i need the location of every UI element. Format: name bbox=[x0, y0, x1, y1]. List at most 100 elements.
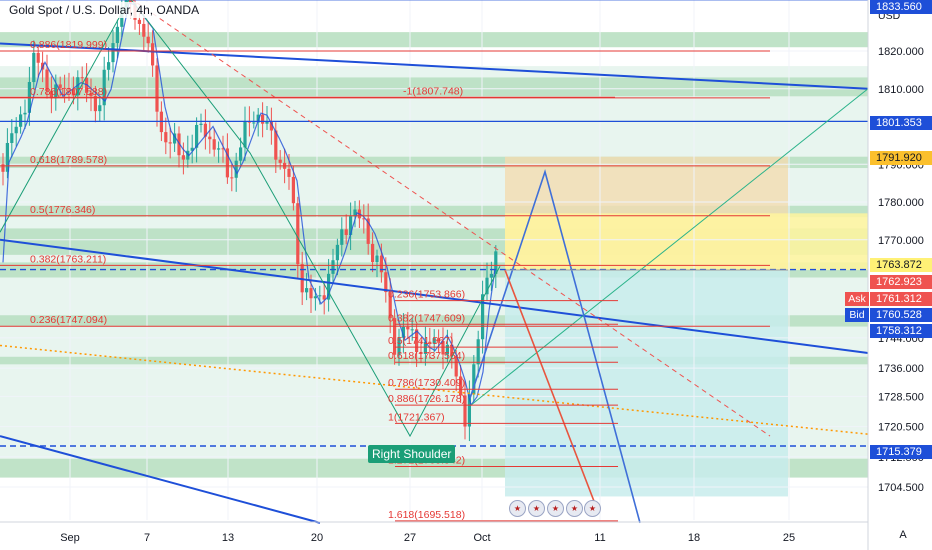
candle-body bbox=[335, 244, 339, 261]
fib-level-label: 0.786(1730.409) bbox=[388, 377, 465, 389]
candle-body bbox=[349, 216, 353, 236]
candle-body bbox=[410, 329, 414, 331]
x-tick-label: 27 bbox=[404, 532, 416, 544]
fib-level-label: 1.618(1695.518) bbox=[388, 509, 465, 521]
x-tick-label: 11 bbox=[594, 532, 605, 544]
candle-body bbox=[23, 112, 27, 115]
candle-body bbox=[322, 295, 326, 300]
candle-body bbox=[371, 243, 375, 263]
candle-body bbox=[221, 148, 225, 150]
us-flag-icon[interactable]: ★ bbox=[547, 500, 564, 517]
candle-body bbox=[318, 295, 322, 297]
candle-body bbox=[151, 43, 155, 66]
candle-body bbox=[93, 96, 97, 112]
lower-trendline bbox=[0, 435, 321, 524]
candle-body bbox=[98, 105, 102, 112]
candle-body bbox=[239, 147, 243, 161]
fib-level-label: 0.786(1807.588) bbox=[30, 86, 107, 98]
price-label-low-line: 1758.312 bbox=[870, 324, 932, 338]
candle-body bbox=[217, 148, 221, 150]
candle-body bbox=[107, 62, 111, 70]
candle-body bbox=[63, 87, 67, 89]
candle-body bbox=[58, 84, 62, 88]
candle-body bbox=[274, 130, 278, 160]
candle-body bbox=[102, 69, 106, 106]
fib-level-label: 1(1721.367) bbox=[388, 411, 445, 423]
y-tick-label: 1728.500 bbox=[878, 391, 924, 403]
candle-body bbox=[384, 272, 388, 293]
fib-level-label: -1(1807.748) bbox=[403, 85, 463, 97]
x-tick-label: 13 bbox=[222, 532, 234, 544]
target-zone-yellow bbox=[505, 213, 868, 270]
fib-level-label: 0.382(1747.609) bbox=[388, 312, 465, 324]
candle-body bbox=[146, 36, 150, 44]
candle-body bbox=[340, 229, 344, 245]
candle-body bbox=[265, 121, 269, 124]
candle-body bbox=[463, 395, 467, 427]
candle-body bbox=[489, 273, 493, 278]
candle-body bbox=[10, 133, 14, 143]
y-tick-label: 1810.000 bbox=[878, 84, 924, 96]
red-dashed-trendline bbox=[131, 0, 771, 437]
fib-level-label: 0.236(1753.866) bbox=[388, 289, 465, 301]
candle-body bbox=[85, 77, 89, 93]
us-flag-icon[interactable]: ★ bbox=[584, 500, 601, 517]
price-label-target: 1791.920 bbox=[870, 151, 932, 165]
candle-body bbox=[137, 19, 141, 24]
candle-body bbox=[261, 114, 265, 124]
candle-body bbox=[129, 0, 133, 4]
fib-level-label: 0.618(1737.564) bbox=[388, 350, 465, 362]
us-flag-icon[interactable]: ★ bbox=[528, 500, 545, 517]
candle-body bbox=[445, 344, 449, 355]
neckline-trendline bbox=[0, 238, 869, 354]
candle-body bbox=[419, 351, 423, 354]
candle-body bbox=[181, 155, 185, 160]
candle-body bbox=[472, 364, 476, 395]
candle-body bbox=[54, 84, 58, 99]
us-flag-icon[interactable]: ★ bbox=[566, 500, 583, 517]
chart-title: Gold Spot / U.S. Dollar, 4h, OANDA bbox=[6, 2, 203, 18]
right-shoulder-label[interactable]: Right Shoulder bbox=[368, 445, 456, 463]
candle-body bbox=[296, 203, 300, 265]
candle-body bbox=[89, 92, 93, 97]
us-flag-icon[interactable]: ★ bbox=[509, 500, 526, 517]
candle-body bbox=[481, 294, 485, 340]
candle-body bbox=[14, 126, 18, 134]
y-tick-label: 1770.000 bbox=[878, 235, 924, 247]
moving-average-line bbox=[2, 2, 496, 407]
candle-body bbox=[225, 148, 229, 178]
y-tick-label: 1780.000 bbox=[878, 197, 924, 209]
candle-body bbox=[309, 288, 313, 299]
price-label-bid: 1760.528 bbox=[870, 308, 932, 322]
candle-body bbox=[67, 87, 71, 90]
candle-body bbox=[388, 292, 392, 319]
candle-body bbox=[476, 339, 480, 365]
candle-body bbox=[353, 209, 357, 217]
candle-body bbox=[80, 77, 84, 79]
support-resistance-zone bbox=[0, 77, 868, 97]
candle-body bbox=[45, 69, 49, 91]
candle-body bbox=[428, 341, 432, 344]
x-tick-label: 25 bbox=[783, 532, 795, 544]
candle-body bbox=[441, 341, 445, 355]
auto-scale-button[interactable]: A bbox=[899, 529, 907, 541]
candle-body bbox=[344, 229, 348, 236]
candle-body bbox=[331, 260, 335, 274]
x-tick-label: Sep bbox=[60, 532, 80, 544]
price-label-top: 1833.560 bbox=[870, 0, 932, 14]
blue-projection bbox=[469, 169, 641, 524]
y-tick-label: 1704.500 bbox=[878, 482, 924, 494]
fib-layer: 0.886(1819.999) 0.786(1807.588) 0.618(1789… bbox=[0, 39, 770, 522]
fib-level-label: 0.5(1776.346) bbox=[30, 204, 95, 216]
candle-body bbox=[467, 394, 471, 427]
candle-body bbox=[432, 338, 436, 344]
ask-tag: Ask bbox=[845, 292, 869, 306]
candle-body bbox=[208, 136, 212, 140]
candle-body bbox=[1, 164, 5, 172]
candle-body bbox=[32, 52, 36, 83]
candle-body bbox=[494, 251, 498, 274]
y-tick-label: 1736.000 bbox=[878, 363, 924, 375]
candle-body bbox=[243, 120, 247, 148]
